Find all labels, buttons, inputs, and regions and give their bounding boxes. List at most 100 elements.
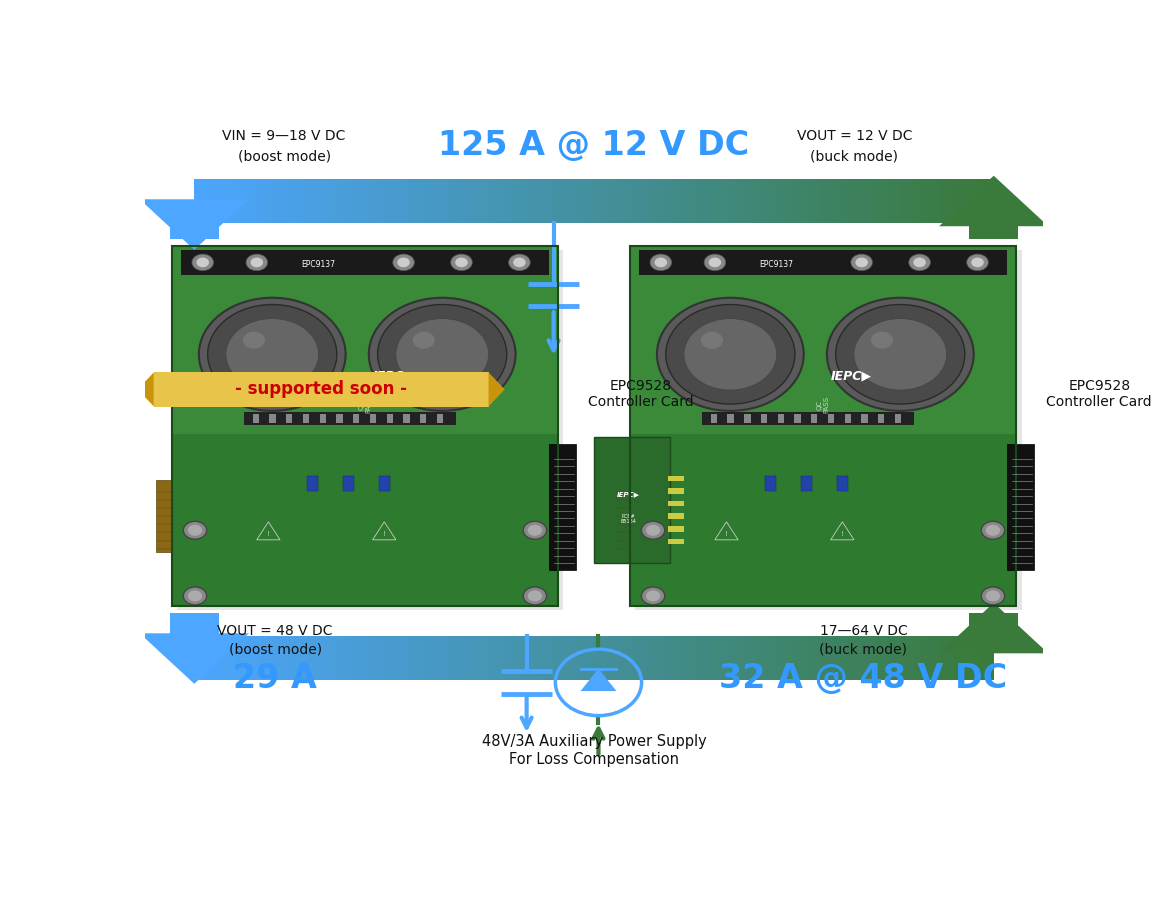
- FancyBboxPatch shape: [172, 246, 559, 433]
- Bar: [710, 414, 717, 423]
- Circle shape: [513, 257, 526, 267]
- Circle shape: [250, 257, 263, 267]
- Text: - supported soon -: - supported soon -: [235, 380, 407, 398]
- Bar: [403, 414, 409, 423]
- Bar: [668, 488, 684, 494]
- Polygon shape: [328, 179, 341, 224]
- Circle shape: [701, 332, 723, 349]
- Polygon shape: [435, 636, 447, 681]
- Polygon shape: [741, 636, 753, 681]
- Polygon shape: [541, 636, 554, 681]
- Circle shape: [523, 521, 547, 539]
- Polygon shape: [687, 636, 700, 681]
- Polygon shape: [954, 636, 967, 681]
- Circle shape: [527, 525, 542, 536]
- Bar: [343, 476, 353, 491]
- Polygon shape: [314, 636, 328, 681]
- Polygon shape: [408, 179, 421, 224]
- Polygon shape: [620, 636, 634, 681]
- Text: !: !: [382, 530, 386, 537]
- Polygon shape: [554, 636, 568, 681]
- Bar: [1125, 501, 1142, 506]
- Bar: [437, 414, 443, 423]
- FancyBboxPatch shape: [177, 251, 563, 610]
- Text: IEPC▶: IEPC▶: [831, 369, 872, 382]
- Polygon shape: [967, 636, 981, 681]
- Polygon shape: [727, 179, 741, 224]
- Polygon shape: [461, 179, 474, 224]
- Polygon shape: [488, 636, 501, 681]
- Polygon shape: [874, 636, 887, 681]
- Polygon shape: [767, 179, 780, 224]
- Polygon shape: [833, 179, 847, 224]
- Bar: [765, 476, 775, 491]
- Bar: [1125, 488, 1142, 494]
- Polygon shape: [794, 179, 807, 224]
- Polygon shape: [727, 636, 741, 681]
- Polygon shape: [780, 179, 794, 224]
- Polygon shape: [207, 636, 221, 681]
- Polygon shape: [901, 636, 913, 681]
- Text: IEPC▶: IEPC▶: [617, 491, 640, 497]
- Bar: [387, 414, 393, 423]
- Polygon shape: [607, 179, 620, 224]
- FancyBboxPatch shape: [635, 251, 1021, 610]
- Bar: [379, 476, 389, 491]
- Bar: [302, 414, 309, 423]
- Polygon shape: [341, 636, 355, 681]
- FancyBboxPatch shape: [639, 250, 1007, 275]
- Polygon shape: [939, 175, 1048, 227]
- Polygon shape: [794, 636, 807, 681]
- Circle shape: [378, 305, 506, 404]
- Polygon shape: [939, 603, 1048, 654]
- Polygon shape: [248, 179, 261, 224]
- Bar: [794, 414, 801, 423]
- Bar: [845, 414, 851, 423]
- Circle shape: [192, 254, 213, 271]
- FancyBboxPatch shape: [630, 246, 1016, 433]
- Circle shape: [509, 254, 530, 271]
- Circle shape: [870, 332, 892, 349]
- Circle shape: [393, 254, 415, 271]
- Circle shape: [650, 254, 671, 271]
- Circle shape: [646, 525, 661, 536]
- FancyBboxPatch shape: [154, 372, 489, 406]
- Circle shape: [826, 298, 974, 411]
- Polygon shape: [661, 179, 673, 224]
- Polygon shape: [234, 179, 248, 224]
- Polygon shape: [421, 636, 435, 681]
- Text: PCB#
B5164: PCB# B5164: [620, 513, 636, 524]
- Polygon shape: [913, 636, 927, 681]
- Polygon shape: [515, 636, 527, 681]
- Text: 32 A @ 48 V DC: 32 A @ 48 V DC: [720, 663, 1007, 696]
- Text: 29 A: 29 A: [233, 663, 318, 696]
- Text: !: !: [841, 530, 844, 537]
- Circle shape: [655, 257, 668, 267]
- Text: PCB#
B5164: PCB# B5164: [1079, 513, 1094, 524]
- Text: !: !: [267, 530, 270, 537]
- Circle shape: [657, 298, 803, 411]
- Polygon shape: [474, 179, 488, 224]
- Polygon shape: [581, 636, 593, 681]
- Circle shape: [665, 305, 795, 404]
- Text: VOUT = 48 V DC: VOUT = 48 V DC: [218, 624, 333, 637]
- Polygon shape: [221, 179, 234, 224]
- Polygon shape: [981, 179, 993, 224]
- Bar: [668, 513, 684, 519]
- Text: !: !: [726, 530, 728, 537]
- Bar: [370, 414, 377, 423]
- Bar: [861, 414, 868, 423]
- Text: EPC9137: EPC9137: [759, 260, 794, 269]
- Polygon shape: [634, 179, 647, 224]
- Circle shape: [708, 257, 721, 267]
- Polygon shape: [367, 179, 381, 224]
- Polygon shape: [170, 613, 219, 636]
- Polygon shape: [940, 179, 954, 224]
- FancyBboxPatch shape: [172, 433, 559, 606]
- FancyBboxPatch shape: [243, 412, 457, 424]
- Bar: [668, 501, 684, 506]
- Circle shape: [246, 254, 268, 271]
- Polygon shape: [435, 179, 447, 224]
- Bar: [1125, 526, 1142, 531]
- Polygon shape: [940, 636, 954, 681]
